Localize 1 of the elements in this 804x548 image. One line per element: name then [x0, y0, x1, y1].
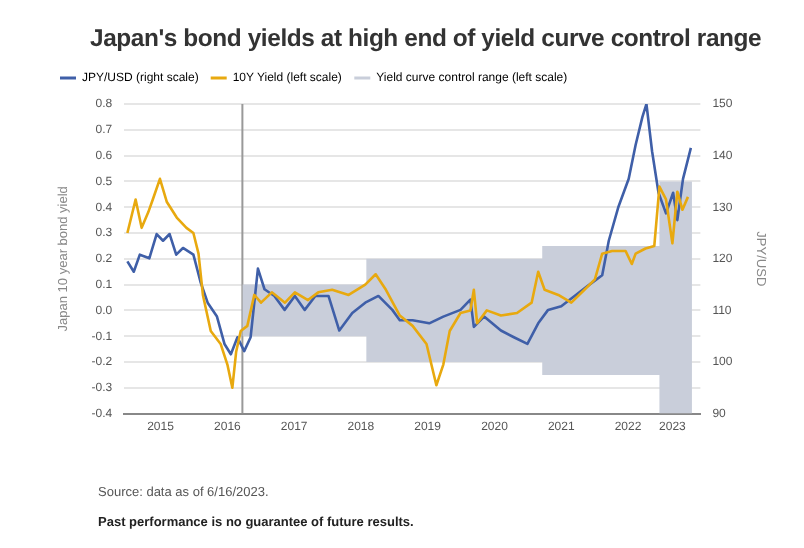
chart-title: Japan's bond yields at high end of yield curve control range	[90, 24, 762, 52]
